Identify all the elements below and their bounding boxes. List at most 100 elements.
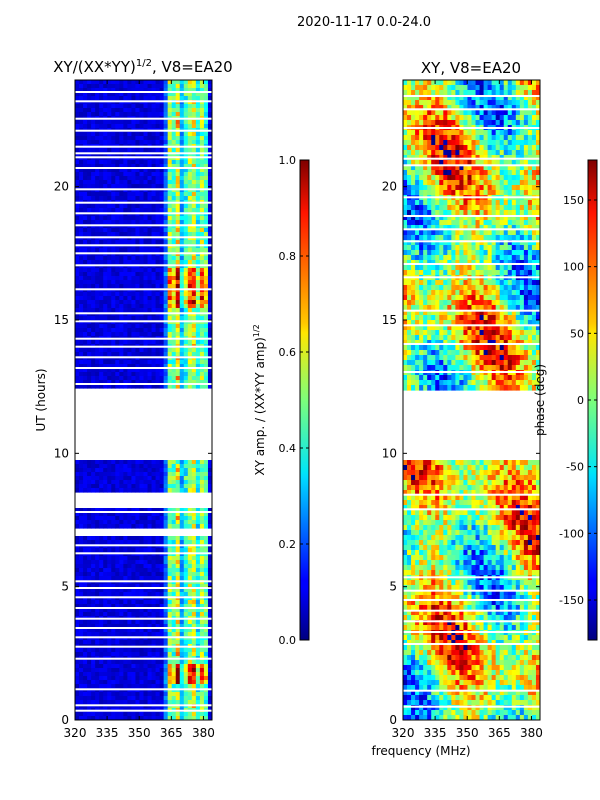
amplitude-cell [163,668,169,673]
amplitude-cell [191,700,197,705]
amplitude-cell [87,84,92,89]
amplitude-cell [199,112,205,117]
amplitude-cell [87,304,92,309]
amplitude-cell [143,460,149,465]
amplitude-cell [135,600,141,605]
amplitude-cell [95,268,100,273]
amplitude-cell [167,228,173,233]
amplitude-cell [207,256,212,261]
phase-cell [415,115,420,121]
phase-cell [503,80,509,86]
amplitude-cell [75,472,80,477]
amplitude-cell [127,328,133,333]
amplitude-cell [83,524,88,529]
amplitude-cell [131,684,137,689]
amplitude-cell [135,360,141,365]
amplitude-cell [139,368,145,373]
amplitude-cell [171,340,177,345]
amplitude-cell [83,328,88,333]
amplitude-cell [103,460,108,465]
amplitude-cell [75,696,80,701]
amplitude-cell [163,660,169,665]
amplitude-colorbar: 0.00.20.40.60.81.0 XY amp. / (XX*YY amp)… [252,154,310,647]
amplitude-cell [83,84,88,89]
amplitude-cell [135,220,141,225]
amplitude-cell [135,620,141,625]
amplitude-cell [155,568,161,573]
amplitude-cell [207,80,212,85]
amplitude-cell [123,348,128,353]
amplitude-cell [99,232,104,237]
amplitude-cell [199,216,205,221]
amplitude-cell [171,120,177,125]
amplitude-cell [187,476,193,481]
amplitude-cell [207,480,212,485]
amplitude-cell [115,332,120,337]
amplitude-cell [139,608,145,613]
amplitude-cell [107,712,112,717]
amplitude-cell [183,536,189,541]
amplitude-cell [187,612,193,617]
amplitude-cell [79,232,84,237]
amplitude-cell [95,104,100,109]
amplitude-cell [171,568,177,573]
amplitude-cell [151,476,157,481]
amplitude-cell [135,464,141,469]
amplitude-cell [131,124,137,129]
amplitude-cell [119,140,124,145]
amplitude-cell [155,712,161,717]
amplitude-cell [135,228,141,233]
amplitude-cell [179,380,185,385]
amplitude-cell [87,368,92,373]
phase-cell [435,95,440,101]
amplitude-cell [123,660,128,665]
amplitude-cell [159,120,165,125]
amplitude-cell [171,272,177,277]
amplitude-cell [195,284,201,289]
amplitude-cell [175,376,181,381]
amplitude-cell [155,168,161,173]
amplitude-cell [199,584,205,589]
amplitude-cell [99,376,104,381]
amplitude-cell [99,460,104,465]
amplitude-cell [131,196,137,201]
amplitude-cell [187,352,193,357]
amplitude-cell [187,692,193,697]
amplitude-cell [203,84,209,89]
amplitude-cell [167,588,173,593]
amplitude-cell [115,512,120,517]
amplitude-cell [167,92,173,97]
amplitude-cell [179,220,185,225]
amplitude-cell [163,268,169,273]
amplitude-cell [115,104,120,109]
amplitude-cell [95,328,100,333]
amplitude-cell [111,716,116,720]
amplitude-cell [183,640,189,645]
amplitude-cell [191,484,197,489]
amplitude-cell [171,328,177,333]
amplitude-cell [83,640,88,645]
amplitude-cell [179,268,185,273]
amplitude-cell [175,84,181,89]
amplitude-cell [183,104,189,109]
amplitude-cell [111,348,116,353]
amplitude-cell [207,716,212,720]
amplitude-cell [83,648,88,653]
amplitude-cell [131,548,137,553]
amplitude-cell [111,652,116,657]
amplitude-cell [167,560,173,565]
amplitude-cell [123,684,128,689]
amplitude-cell [87,588,92,593]
phase-cell [459,110,465,116]
phase-cell [499,115,505,121]
amplitude-cell [203,512,209,517]
amplitude-cell [171,588,177,593]
amplitude-cell [203,476,209,481]
phase-cell [447,105,452,111]
amplitude-cell [207,488,212,493]
amplitude-cell [79,316,84,321]
amplitude-cell [171,376,177,381]
amplitude-cell [155,484,161,489]
phase-cell [407,110,412,116]
amplitude-cell [155,364,161,369]
